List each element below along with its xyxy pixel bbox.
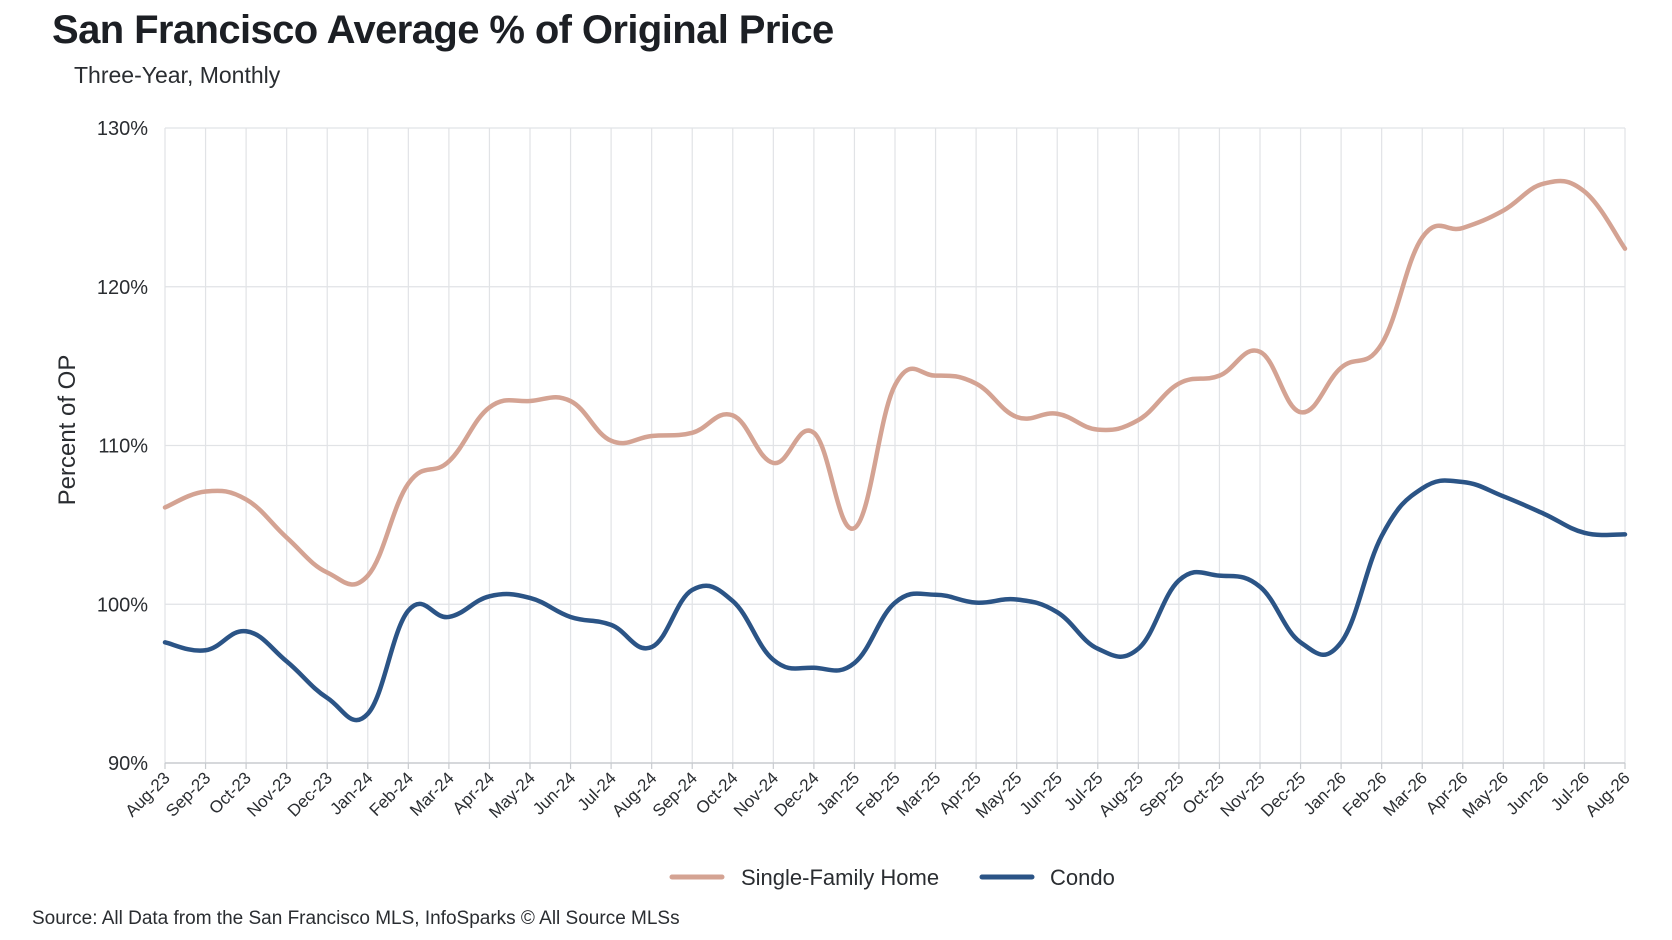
x-tick-label: Mar-25 (893, 768, 945, 820)
x-tick-label: May-25 (972, 768, 1026, 822)
legend-label-condo: Condo (1050, 865, 1115, 890)
series-line-single-family-home (162, 178, 1628, 587)
line-chart: 90%100%110%120%130%Aug-23Sep-23Oct-23Nov… (54, 118, 1634, 890)
chart-title: San Francisco Average % of Original Pric… (52, 8, 834, 52)
x-tick-label: Dec-23 (284, 768, 336, 820)
x-tick-label: Dec-24 (771, 768, 823, 820)
source-note: Source: All Data from the San Francisco … (32, 908, 680, 929)
grid-layer (164, 127, 1626, 764)
legend: Single-Family Home Condo (669, 865, 1115, 890)
x-tick-label: Jun-26 (1503, 768, 1553, 818)
x-tick-label: Jun-24 (529, 768, 579, 818)
x-tick-label: Sep-25 (1136, 768, 1188, 820)
y-tick-label: 110% (98, 436, 148, 458)
chart-subtitle: Three-Year, Monthly (74, 62, 281, 88)
x-tick-label: May-26 (1459, 768, 1513, 822)
x-tick-label: Sep-23 (162, 768, 214, 820)
x-tick-label: Jun-25 (1016, 768, 1066, 818)
y-tick-label: 130% (97, 118, 148, 140)
x-tick-label: Sep-24 (649, 768, 701, 820)
y-tick-label: 100% (97, 594, 148, 616)
y-axis-title: Percent of OP (54, 355, 81, 506)
x-tick-label: Aug-23 (122, 768, 174, 820)
legend-label-single-family: Single-Family Home (741, 865, 939, 890)
x-tick-label: Feb-24 (366, 768, 418, 820)
x-tick-label: Feb-25 (852, 768, 904, 820)
x-tick-label: Aug-26 (1582, 768, 1634, 820)
x-tick-label: Dec-25 (1257, 768, 1309, 820)
x-tick-label: Aug-24 (608, 768, 660, 820)
x-tick-label: Nov-24 (730, 768, 782, 820)
y-tick-label: 120% (97, 277, 148, 299)
x-tick-label: Nov-23 (243, 768, 295, 820)
x-tick-label: Nov-25 (1217, 768, 1269, 820)
x-tick-label: Aug-25 (1095, 768, 1147, 820)
x-tick-label: Mar-26 (1380, 768, 1432, 820)
x-tick-label: Feb-26 (1339, 768, 1391, 820)
x-tick-label: Mar-24 (406, 768, 458, 820)
y-tick-label: 90% (108, 753, 148, 775)
x-tick-label: May-24 (485, 768, 539, 822)
series-layer (162, 178, 1628, 723)
series-line-condo (162, 478, 1628, 723)
